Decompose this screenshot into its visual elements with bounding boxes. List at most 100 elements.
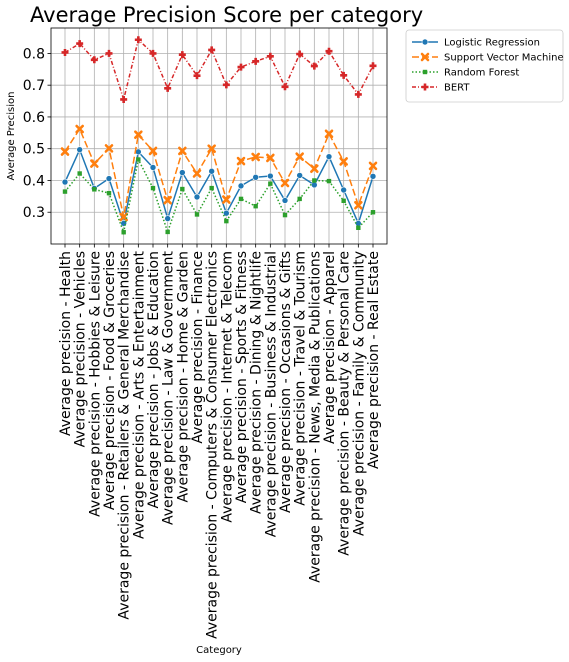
x-tick-label: Average precision - Travel & Tourism xyxy=(293,251,309,506)
data-point xyxy=(295,152,304,161)
data-point xyxy=(370,210,376,215)
data-point xyxy=(339,157,348,166)
x-tick-label: Average precision - Food & Groceries xyxy=(102,251,118,510)
data-point xyxy=(267,172,274,180)
y-axis: 0.3 0.4 0.5 0.6 0.7 0.8 xyxy=(23,46,51,221)
data-point xyxy=(312,178,317,183)
x-tick-label: Average precision - Dining & Nightlife xyxy=(249,251,265,514)
x-axis-label: Category xyxy=(196,645,242,656)
data-point xyxy=(354,200,363,210)
data-point xyxy=(282,212,288,218)
data-point xyxy=(207,144,216,154)
y-axis-label: Average Precision xyxy=(6,92,17,181)
data-point xyxy=(224,218,229,224)
gridlines xyxy=(51,28,387,244)
data-point xyxy=(76,40,84,48)
legend: Logistic Regression Support Vector Machin… xyxy=(405,29,564,103)
x-tick-label: Average precision - Beauty & Personal Ca… xyxy=(337,251,353,556)
data-point xyxy=(193,72,201,80)
data-point xyxy=(148,146,158,156)
data-point xyxy=(60,147,70,156)
series-logistic-regression xyxy=(61,146,377,227)
data-point xyxy=(251,152,260,162)
series-line xyxy=(64,38,374,103)
data-point xyxy=(340,71,348,79)
data-point xyxy=(310,164,319,174)
y-tick-label: 0.4 xyxy=(23,173,45,189)
data-point xyxy=(180,186,185,192)
series-random-forest xyxy=(62,157,376,235)
x-tick-label: Average precision - Family & Community xyxy=(351,251,367,536)
y-tick-label: 0.7 xyxy=(23,78,45,94)
data-point xyxy=(369,62,377,70)
data-point xyxy=(252,173,259,181)
x-tick-label: Average precision - Internet & Telecom xyxy=(219,251,235,523)
x-tick-label: Average precision - Occasions & Gifts xyxy=(278,251,294,513)
data-point xyxy=(266,153,275,163)
legend-label: Logistic Regression xyxy=(444,38,540,49)
data-point xyxy=(136,157,141,162)
data-point xyxy=(164,84,172,92)
y-tick-label: 0.5 xyxy=(23,142,45,158)
data-point xyxy=(134,36,142,44)
data-point xyxy=(268,181,273,186)
x-tick-label: Average precision - Vehicles xyxy=(73,251,89,447)
x-tick-label: Average precision - Jobs & Education xyxy=(146,251,162,508)
data-point xyxy=(368,161,378,171)
chart-title: Average Precision Score per category xyxy=(30,3,423,27)
data-point xyxy=(252,57,260,65)
data-point xyxy=(61,48,69,56)
data-point xyxy=(341,198,346,203)
series-line xyxy=(64,147,374,227)
data-point xyxy=(90,159,99,168)
legend-label: BERT xyxy=(444,83,470,94)
data-point xyxy=(281,197,289,204)
data-point xyxy=(356,225,361,230)
x-tick-label: Average precision - Apparel xyxy=(322,251,338,444)
data-point xyxy=(90,56,98,64)
data-point xyxy=(105,49,113,57)
data-point xyxy=(310,62,318,70)
data-point xyxy=(311,181,318,189)
data-point xyxy=(75,124,84,134)
data-point xyxy=(354,90,362,98)
data-point xyxy=(119,212,128,222)
x-tick-label: Average precision - Business & Industria… xyxy=(263,251,279,537)
data-point xyxy=(326,178,332,184)
series-bert xyxy=(61,36,377,103)
data-point xyxy=(77,171,82,176)
data-point xyxy=(106,190,112,196)
x-tick-label: Average precision - Arts & Entertainment xyxy=(131,251,147,540)
legend-marker xyxy=(422,69,428,75)
x-tick-label: Average precision - Hobbies & Leisure xyxy=(87,251,103,517)
legend-marker xyxy=(420,52,430,62)
data-point xyxy=(208,167,215,175)
data-point xyxy=(325,153,333,160)
data-point xyxy=(164,215,171,222)
data-point xyxy=(325,47,333,55)
data-point xyxy=(237,182,245,190)
data-point xyxy=(150,185,156,191)
data-point xyxy=(236,156,246,166)
legend-marker xyxy=(421,83,429,91)
x-tick-label: Average precision - Computers & Consumer… xyxy=(205,251,221,639)
legend-marker xyxy=(421,38,429,46)
x-tick-label: Average precision - Finance xyxy=(190,251,206,444)
legend-box xyxy=(405,29,564,103)
data-point xyxy=(369,173,377,180)
data-point xyxy=(297,196,302,202)
data-point xyxy=(280,178,290,188)
data-point xyxy=(209,185,214,191)
series-layer xyxy=(60,36,378,235)
x-tick-label: Average precision - Home & Garden xyxy=(175,251,191,503)
data-point xyxy=(253,204,258,209)
data-point xyxy=(104,144,114,153)
data-point xyxy=(62,189,68,194)
data-point xyxy=(324,129,334,139)
data-point xyxy=(238,196,244,202)
data-point xyxy=(208,46,216,54)
data-point xyxy=(76,146,83,153)
x-tick-label: Average precision - Real Estate xyxy=(366,251,382,469)
x-tick-label: Average precision - Health xyxy=(58,251,74,436)
